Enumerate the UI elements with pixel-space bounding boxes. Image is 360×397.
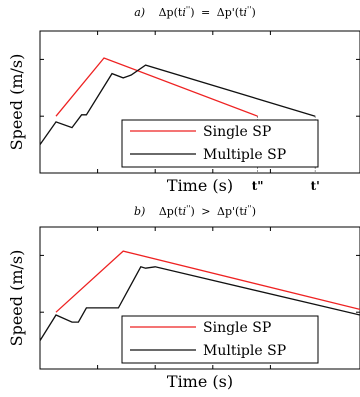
panel-a-title-rhs: Δp'(t	[217, 6, 244, 19]
panel-a-title-relation: =	[201, 6, 210, 19]
panel-a-legend-label-multiple: Multiple SP	[203, 147, 286, 163]
panel-a-title: a) Δp(ti'') = Δp'(ti'')	[134, 5, 255, 20]
panel-a: a) Δp(ti'') = Δp'(ti'') Single SP Multip…	[7, 5, 360, 195]
panel-b-xlabel: Time (s)	[167, 372, 233, 391]
panel-b-series	[39, 250, 360, 341]
panel-a-ticks	[40, 31, 360, 173]
panel-b-legend-label-single: Single SP	[203, 320, 271, 336]
panel-a-legend-box	[121, 119, 319, 168]
panel-a-title-prefix: a)	[134, 6, 145, 19]
panel-a-xlabel: Time (s)	[167, 176, 233, 195]
panel-a-series-multiple-sp-line	[39, 64, 316, 145]
panel-b-legend-label-multiple: Multiple SP	[203, 343, 286, 359]
panel-a-plot-frame	[39, 30, 360, 174]
panel-b-ticks	[40, 227, 360, 369]
panel-a-ylabel: Speed (m/s)	[7, 54, 26, 151]
panel-b-title-lhs: Δp(t	[159, 205, 183, 218]
panel-b-series-single-sp-line	[55, 250, 360, 313]
panel-b-ylabel: Speed (m/s)	[7, 250, 26, 347]
panel-a-title-lhs: Δp(t	[159, 6, 183, 19]
panel-a-series-single-sp-line	[55, 57, 258, 117]
panel-a-legend: Single SP Multiple SP	[121, 119, 319, 168]
panel-b-title-prefix: b)	[134, 205, 145, 218]
panel-a-annotation-t-prime: t'	[311, 179, 320, 193]
panel-a-annotation-t-double-prime: t"	[252, 179, 264, 193]
panel-b-legend-box	[121, 315, 319, 364]
panel-b-legend: Single SP Multiple SP	[121, 315, 319, 364]
panel-a-series	[39, 57, 316, 145]
panel-b-plot-frame	[39, 226, 360, 370]
panel-b-title-rhs: Δp'(t	[217, 205, 244, 218]
panel-b-title-relation: >	[201, 205, 210, 218]
panel-a-legend-label-single: Single SP	[203, 124, 271, 140]
panel-b: b) Δp(ti'') > Δp'(ti'') Single SP Multip…	[7, 204, 360, 391]
panel-b-series-multiple-sp-line	[39, 266, 360, 341]
panel-b-title: b) Δp(ti'') > Δp'(ti'')	[134, 204, 256, 219]
